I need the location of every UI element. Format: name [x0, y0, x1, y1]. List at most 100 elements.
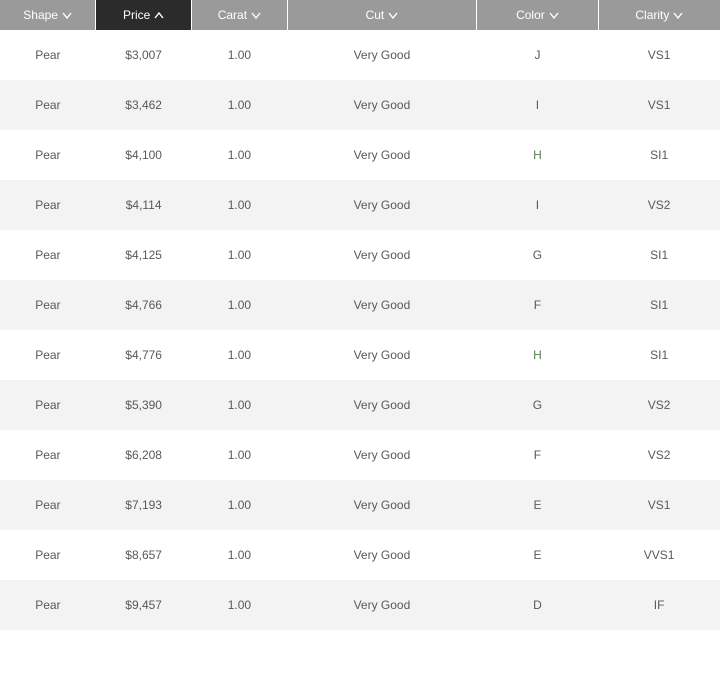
cell-shape: Pear	[0, 480, 96, 530]
chevron-up-icon	[154, 12, 164, 19]
cell-text: 1.00	[228, 498, 251, 512]
cell-carat: 1.00	[192, 580, 288, 630]
cell-color: E	[477, 480, 599, 530]
cell-text: Pear	[35, 548, 60, 562]
cell-cut: Very Good	[287, 280, 476, 330]
cell-text: SI1	[650, 148, 668, 162]
cell-price: $4,125	[96, 230, 192, 280]
color-link[interactable]: H	[533, 348, 542, 362]
cell-color: H	[477, 130, 599, 180]
cell-text: F	[534, 298, 541, 312]
cell-shape: Pear	[0, 230, 96, 280]
cell-text: 1.00	[228, 448, 251, 462]
cell-shape: Pear	[0, 580, 96, 630]
cell-carat: 1.00	[192, 380, 288, 430]
header-label: Color	[516, 8, 545, 22]
header-label: Carat	[218, 8, 247, 22]
cell-text: Pear	[35, 448, 60, 462]
table-header-row: Shape Price Carat Cut Color Clarity	[0, 0, 720, 30]
header-cut[interactable]: Cut	[287, 0, 476, 30]
cell-text: VS1	[648, 98, 671, 112]
cell-text: $3,462	[125, 98, 162, 112]
header-label: Cut	[366, 8, 385, 22]
header-label: Price	[123, 8, 150, 22]
cell-text: J	[534, 48, 540, 62]
cell-clarity: SI1	[598, 330, 720, 380]
cell-text: Very Good	[354, 498, 411, 512]
cell-text: 1.00	[228, 98, 251, 112]
cell-text: 1.00	[228, 198, 251, 212]
cell-text: $4,776	[125, 348, 162, 362]
table-row[interactable]: Pear$3,0071.00Very GoodJVS1	[0, 30, 720, 80]
cell-carat: 1.00	[192, 180, 288, 230]
cell-price: $3,462	[96, 80, 192, 130]
table-row[interactable]: Pear$5,3901.00Very GoodGVS2	[0, 380, 720, 430]
cell-text: Pear	[35, 598, 60, 612]
table-row[interactable]: Pear$4,7661.00Very GoodFSI1	[0, 280, 720, 330]
cell-price: $3,007	[96, 30, 192, 80]
cell-text: $9,457	[125, 598, 162, 612]
cell-clarity: VS2	[598, 380, 720, 430]
table-row[interactable]: Pear$7,1931.00Very GoodEVS1	[0, 480, 720, 530]
cell-cut: Very Good	[287, 230, 476, 280]
header-clarity[interactable]: Clarity	[598, 0, 720, 30]
cell-price: $5,390	[96, 380, 192, 430]
cell-price: $6,208	[96, 430, 192, 480]
table-row[interactable]: Pear$4,1141.00Very GoodIVS2	[0, 180, 720, 230]
table-row[interactable]: Pear $8,6571.00 Very Good E VVS1	[0, 530, 720, 580]
cell-text: I	[536, 198, 539, 212]
cell-color: H	[477, 330, 599, 380]
cell-shape: Pear	[0, 530, 96, 580]
cell-text: VS1	[648, 48, 671, 62]
diamond-table: Shape Price Carat Cut Color Clarity Pear $3,00…	[0, 0, 720, 630]
cell-color: I	[477, 180, 599, 230]
cell-price: $9,457	[96, 580, 192, 630]
color-link[interactable]: H	[533, 148, 542, 162]
cell-text: $4,125	[125, 248, 162, 262]
cell-text: 1.00	[228, 148, 251, 162]
cell-clarity: VS2	[598, 180, 720, 230]
table-row[interactable]: Pear$4,7761.00Very GoodHSI1	[0, 330, 720, 380]
table-row[interactable]: Pear$4,1251.00Very GoodGSI1	[0, 230, 720, 280]
table-row[interactable]: Pear$6,2081.00Very GoodFVS2	[0, 430, 720, 480]
cell-price: $4,766	[96, 280, 192, 330]
cell-text: Very Good	[354, 198, 411, 212]
cell-carat: 1.00	[192, 280, 288, 330]
cell-cut: Very Good	[287, 480, 476, 530]
cell-text: SI1	[650, 348, 668, 362]
table-row[interactable]: Pear$4,1001.00Very GoodHSI1	[0, 130, 720, 180]
cell-carat: 1.00	[192, 230, 288, 280]
cell-cut: Very Good	[287, 380, 476, 430]
header-label: Clarity	[635, 8, 669, 22]
cell-cut: Very Good	[287, 430, 476, 480]
cell-text: Very Good	[354, 398, 411, 412]
table-row[interactable]: Pear$3,4621.00Very GoodIVS1	[0, 80, 720, 130]
cell-carat: 1.00	[192, 30, 288, 80]
cell-cut: Very Good	[287, 330, 476, 380]
cell-text: Pear	[35, 498, 60, 512]
table-row[interactable]: Pear$9,4571.00Very GoodDIF	[0, 580, 720, 630]
header-color[interactable]: Color	[477, 0, 599, 30]
cell-text: $5,390	[125, 398, 162, 412]
cell-price: $8,657	[96, 530, 192, 580]
cell-text: SI1	[650, 298, 668, 312]
cell-text: Very Good	[354, 548, 411, 562]
cell-text: E	[533, 548, 541, 562]
cell-clarity: VVS1	[598, 530, 720, 580]
cell-text: IF	[654, 598, 665, 612]
header-shape[interactable]: Shape	[0, 0, 96, 30]
cell-text: Pear	[35, 248, 60, 262]
cell-text: VVS1	[644, 548, 675, 562]
cell-text: G	[533, 398, 542, 412]
cell-text: I	[536, 98, 539, 112]
cell-text: Very Good	[354, 148, 411, 162]
cell-cut: Very Good	[287, 30, 476, 80]
cell-text: VS1	[648, 498, 671, 512]
header-price[interactable]: Price	[96, 0, 192, 30]
cell-carat: 1.00	[192, 530, 288, 580]
header-carat[interactable]: Carat	[192, 0, 288, 30]
cell-color: J	[477, 30, 599, 80]
cell-shape: Pear	[0, 180, 96, 230]
cell-clarity: VS1	[598, 30, 720, 80]
cell-price: $4,100	[96, 130, 192, 180]
